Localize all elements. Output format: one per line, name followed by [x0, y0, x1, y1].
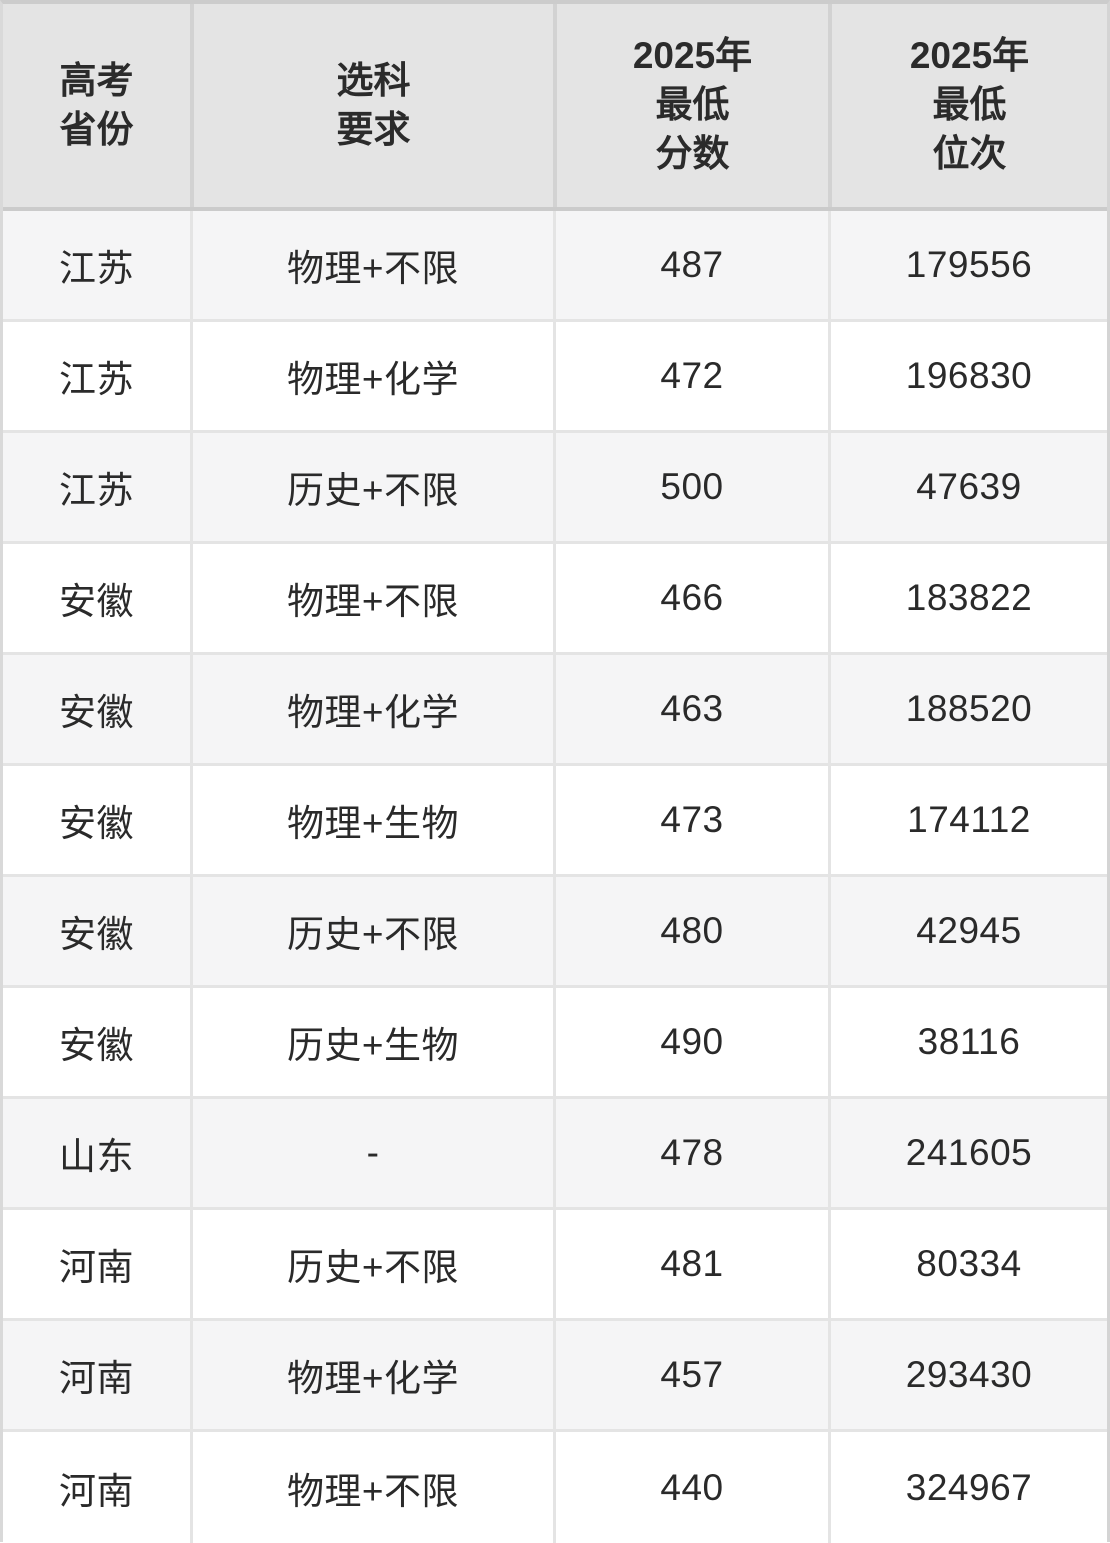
cell-rank: 174112 [828, 766, 1107, 874]
table-row: 山东 - 478 241605 [3, 1099, 1107, 1210]
cell-rank: 80334 [828, 1210, 1107, 1318]
cell-rank: 42945 [828, 877, 1107, 985]
cell-province: 安徽 [59, 581, 134, 622]
cell-requirement: 物理+化学 [190, 322, 553, 430]
cell-rank: 293430 [828, 1321, 1107, 1429]
cell-requirement: 物理+不限 [190, 544, 553, 652]
cell-score: 487 [553, 211, 828, 319]
cell-requirement: 历史+不限 [190, 1210, 553, 1318]
cell-requirement: 物理+化学 [190, 655, 553, 763]
cell-score: 466 [553, 544, 828, 652]
cell-score: 478 [553, 1099, 828, 1207]
table-header-row: 高考 省份 选科 要求 2025年 最低 分数 2025年 最低 位次 [3, 4, 1107, 211]
cell-rank: 324967 [828, 1432, 1107, 1543]
cell-rank: 196830 [828, 322, 1107, 430]
table-row: 安徽 历史+生物 490 38116 [3, 988, 1107, 1099]
cell-province: 河南 [59, 1247, 134, 1288]
cell-province: 江苏 [59, 470, 134, 511]
table-row: 江苏 历史+不限 500 47639 [3, 433, 1107, 544]
table-row: 江苏 物理+不限 487 179556 [3, 211, 1107, 322]
cell-rank: 179556 [828, 211, 1107, 319]
column-header-province: 高考 省份 [59, 59, 134, 150]
column-header-min-score-2025: 2025年 最低 分数 [553, 4, 828, 207]
table-row: 河南 物理+不限 440 324967 [3, 1432, 1107, 1543]
cell-score: 481 [553, 1210, 828, 1318]
cell-requirement: 历史+生物 [190, 988, 553, 1096]
cell-requirement: 历史+不限 [190, 877, 553, 985]
cell-rank: 183822 [828, 544, 1107, 652]
cell-rank: 241605 [828, 1099, 1107, 1207]
cell-province: 江苏 [59, 359, 134, 400]
cell-requirement: 物理+生物 [190, 766, 553, 874]
cell-rank: 38116 [828, 988, 1107, 1096]
cell-requirement: 物理+化学 [190, 1321, 553, 1429]
cell-score: 457 [553, 1321, 828, 1429]
cell-score: 472 [553, 322, 828, 430]
column-header-min-rank-2025: 2025年 最低 位次 [828, 4, 1107, 207]
table-row: 安徽 物理+生物 473 174112 [3, 766, 1107, 877]
cell-requirement: 物理+不限 [190, 1432, 553, 1543]
cell-score: 473 [553, 766, 828, 874]
table-row: 安徽 物理+化学 463 188520 [3, 655, 1107, 766]
table-row: 河南 物理+化学 457 293430 [3, 1321, 1107, 1432]
cell-rank: 188520 [828, 655, 1107, 763]
cell-province: 安徽 [59, 1025, 134, 1066]
cell-requirement: 历史+不限 [190, 433, 553, 541]
table-row: 安徽 历史+不限 480 42945 [3, 877, 1107, 988]
cell-province: 安徽 [59, 692, 134, 733]
cell-score: 480 [553, 877, 828, 985]
cell-province: 山东 [59, 1136, 134, 1177]
table-row: 安徽 物理+不限 466 183822 [3, 544, 1107, 655]
cell-province: 安徽 [59, 914, 134, 955]
cell-province: 安徽 [59, 803, 134, 844]
cell-score: 463 [553, 655, 828, 763]
cell-rank: 47639 [828, 433, 1107, 541]
cell-score: 440 [553, 1432, 828, 1543]
cell-province: 江苏 [59, 248, 134, 289]
cell-requirement: - [190, 1099, 553, 1207]
column-header-subject-requirement: 选科 要求 [190, 4, 553, 207]
table-row: 河南 历史+不限 481 80334 [3, 1210, 1107, 1321]
table-row: 江苏 物理+化学 472 196830 [3, 322, 1107, 433]
cell-province: 河南 [59, 1358, 134, 1399]
cell-province: 河南 [59, 1470, 134, 1512]
cell-score: 500 [553, 433, 828, 541]
cell-score: 490 [553, 988, 828, 1096]
cell-requirement: 物理+不限 [190, 211, 553, 319]
